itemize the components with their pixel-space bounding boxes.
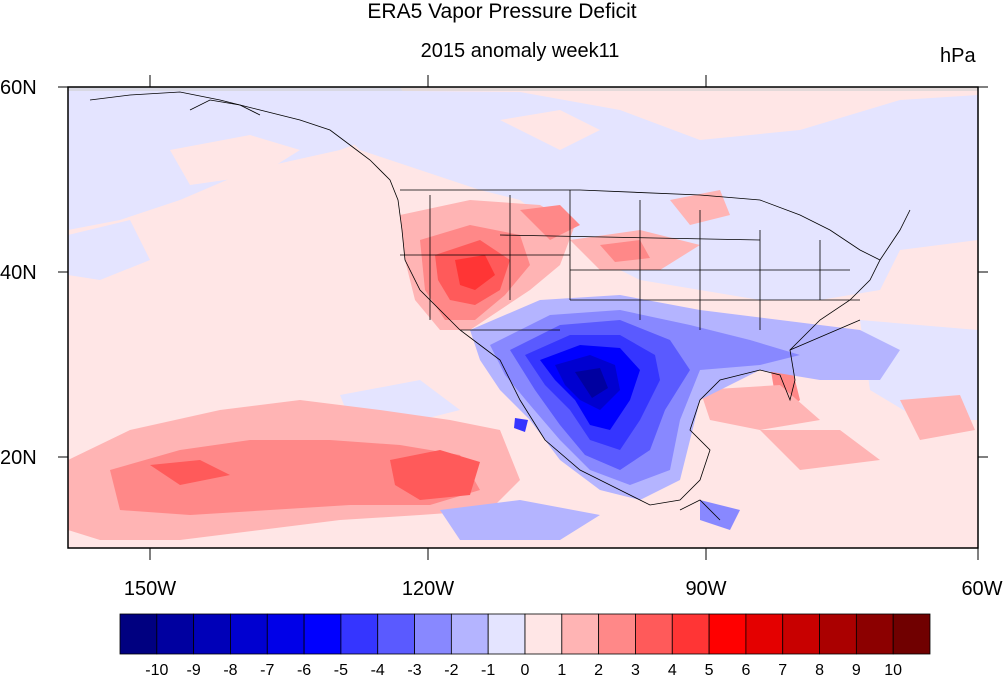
lat-label-40n: 40N [0, 262, 37, 284]
colorbar-tick-label: -1 [481, 662, 496, 679]
colorbar-tick-label: -9 [186, 662, 201, 679]
weak-positive-regions [170, 110, 600, 185]
lat-label-60n: 60N [0, 77, 37, 99]
colorbar-tick-label: 6 [741, 662, 751, 679]
colorbar-swatch [635, 613, 673, 655]
axis-ticks [58, 75, 988, 560]
colorbar-tick-label: -6 [296, 662, 312, 679]
colorbar-swatch [671, 613, 710, 655]
colorbar-swatch [855, 613, 894, 655]
western-us-positive [400, 190, 730, 330]
colorbar-tick-label: 8 [815, 662, 824, 679]
lat-label-20n: 20N [0, 447, 37, 469]
colorbar-swatch [708, 613, 747, 655]
colorbar-swatch [892, 613, 931, 655]
map-frame [67, 86, 979, 549]
colorbar-swatch [119, 613, 158, 655]
units-label: hPa [940, 45, 976, 67]
colorbar-swatch [340, 613, 379, 655]
colorbar-swatch [487, 613, 526, 655]
colorbar-swatch [524, 613, 563, 655]
colorbar-tick-label: -4 [370, 662, 385, 679]
colorbar-swatch [156, 613, 195, 655]
colorbar-swatch [193, 613, 231, 655]
colorbar-swatch [819, 613, 857, 655]
colorbar-tick-label: -8 [223, 662, 238, 679]
colorbar-swatch [303, 613, 342, 655]
colorbar-swatch [561, 613, 600, 655]
anomaly-field [68, 87, 978, 548]
colorbar-tick-label: -5 [333, 662, 349, 679]
colorbar [119, 613, 931, 655]
lon-label-60w: 60W [961, 578, 1003, 600]
colorbar-tick-label: -7 [260, 662, 275, 679]
texas-mexico-negative [440, 295, 900, 540]
colorbar-tick-label: -10 [145, 662, 169, 679]
lon-label-120w: 120W [401, 578, 455, 600]
lon-label-90w: 90W [685, 578, 727, 600]
colorbar-tick-label: 10 [884, 662, 903, 679]
colorbar-swatch [230, 613, 268, 655]
colorbar-tick-label: 3 [631, 662, 640, 679]
lon-label-150w: 150W [123, 578, 177, 600]
figure-title: ERA5 Vapor Pressure Deficit [367, 0, 637, 23]
colorbar-swatch [414, 613, 452, 655]
colorbar-swatch [745, 613, 784, 655]
coastlines-and-borders [89, 91, 911, 521]
colorbar-swatch [377, 613, 415, 655]
tropical-pacific-positive [68, 400, 520, 540]
colorbar-swatch [782, 613, 820, 655]
colorbar-swatch [598, 613, 636, 655]
colorbar-tick-label: 1 [557, 662, 567, 679]
colorbar-tick-label: -3 [407, 662, 422, 679]
figure-subtitle: 2015 anomaly week11 [420, 40, 620, 62]
colorbar-tick-label: 4 [667, 662, 677, 679]
colorbar-swatch [266, 613, 305, 655]
colorbar-tick-label: 2 [594, 662, 604, 679]
colorbar-swatch [450, 613, 489, 655]
colorbar-tick-label: 9 [851, 662, 861, 679]
colorbar-tick-label: 5 [704, 662, 714, 679]
colorbar-tick-label: 0 [520, 662, 530, 679]
colorbar-tick-label: 7 [778, 662, 788, 679]
colorbar-tick-label: -2 [444, 662, 459, 679]
